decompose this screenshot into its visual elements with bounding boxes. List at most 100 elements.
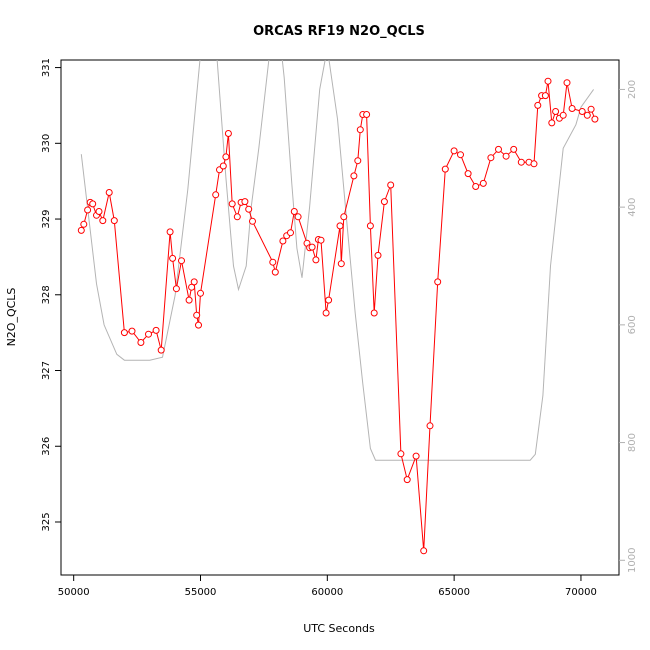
data-point [128,327,136,335]
data-point [354,157,362,165]
data-point [387,181,395,189]
data-point [487,154,495,162]
y-tick-label: 331 [41,58,52,77]
data-point [337,260,345,268]
data-point [325,296,333,304]
data-point [84,206,92,214]
data-point [89,200,97,208]
data-point [145,330,152,338]
data-point [530,160,538,168]
data-point [370,309,378,317]
data-point [77,226,85,234]
data-point [403,476,411,484]
data-point [157,346,165,354]
data-point [510,145,518,153]
data-point [312,256,320,264]
y-tick-label: 325 [41,512,52,531]
data-point [420,547,428,555]
data-point [552,108,560,115]
secondary-series-line [80,60,595,461]
data-point [120,329,128,337]
data-point [434,278,442,286]
data-point [563,79,571,87]
data-point [228,200,236,208]
data-point [426,422,434,430]
data-point [271,268,279,276]
data-point [95,208,103,215]
data-point [110,217,118,225]
data-point [190,278,198,286]
data-point [380,198,388,206]
y2-tick-label: 1000 [627,548,638,573]
data-point [249,217,256,225]
y2-tick-label: 800 [627,433,638,452]
x-tick-label: 50000 [58,587,90,598]
x-axis: 50000 55000 60000 65000 70000 [58,575,597,598]
data-point [457,151,464,159]
data-point [450,147,458,155]
data-point [178,257,185,265]
data-point [548,119,556,127]
data-point [464,170,472,178]
data-point [336,222,344,230]
y-tick-label: 326 [41,437,52,456]
y2-tick-label: 600 [627,315,638,334]
data-point [544,77,552,85]
y-tick-label: 327 [41,361,52,380]
data-point [245,205,253,213]
data-point [534,101,542,109]
y-axis-right: 200 400 600 800 1000 [619,80,638,573]
data-point [583,111,591,119]
data-point [233,213,241,221]
data-point [197,289,204,297]
data-point [502,152,510,160]
data-point [241,198,249,206]
plot-frame [60,59,620,576]
data-point [374,251,382,259]
data-point [269,258,277,266]
data-point [591,115,599,123]
data-point [356,126,364,134]
chart-title: ORCAS RF19 N2O_QCLS [253,24,425,39]
data-point [185,296,193,304]
x-tick-label: 55000 [185,587,217,598]
data-point [441,165,449,173]
data-point [137,339,145,346]
data-point [105,189,113,196]
data-point [294,213,302,221]
y2-tick-label: 400 [627,198,638,217]
data-point [195,321,202,329]
data-point [193,311,201,319]
data-point [541,92,549,100]
data-point [322,309,330,317]
y-axis-left: 325 326 327 328 329 330 331 [41,58,61,532]
data-point [317,236,325,244]
data-point [169,254,177,262]
data-point [350,172,358,180]
data-point [578,108,586,115]
data-point [495,145,502,153]
data-point [172,285,180,293]
data-point [479,179,487,187]
data-point [279,237,287,245]
data-point [166,228,174,236]
secondary-series [80,60,595,461]
primary-series-line [80,81,596,551]
y-axis-label: N2O_QCLS [5,288,18,347]
data-point [99,217,107,225]
data-point [366,222,374,230]
data-point [219,162,227,170]
data-point [152,326,160,334]
data-point [308,243,316,251]
y-tick-label: 330 [41,134,52,153]
data-point [287,229,294,237]
data-point [517,158,525,166]
data-point [472,183,480,190]
x-tick-label: 70000 [565,587,597,598]
data-point [559,111,567,119]
data-point [412,452,420,460]
data-point [224,130,232,137]
data-point [290,208,298,215]
y-tick-label: 329 [41,209,52,228]
